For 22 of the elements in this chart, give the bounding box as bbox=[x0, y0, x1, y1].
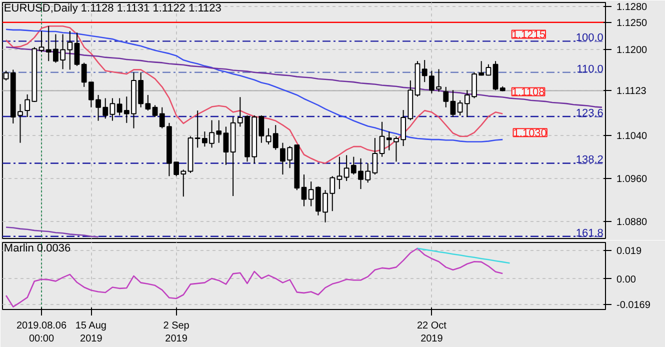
annotation: 110.0 bbox=[576, 63, 604, 76]
chart-title: Marlin 0.0036 bbox=[4, 242, 71, 254]
y-tick-label: 1.1123 bbox=[616, 86, 647, 98]
x-tick-label: 2019.08.06 00:00 bbox=[16, 320, 67, 345]
y-tick-label: 1.0960 bbox=[616, 174, 648, 185]
x-tick-label: 2 Sep 2019 bbox=[163, 320, 190, 345]
y-tick-label: 1.1280 bbox=[616, 2, 648, 13]
chart-title: EURUSD,Daily 1.1128 1.1131 1.1122 1.1123 bbox=[4, 2, 222, 14]
annotation: 138.2 bbox=[576, 154, 604, 166]
annotation: 100.0 bbox=[576, 32, 604, 44]
y-tick-label: 0.019 bbox=[616, 246, 642, 257]
x-tick-label: 22 Oct 2019 bbox=[416, 320, 447, 345]
x-tick-label: 15 Aug 2019 bbox=[75, 320, 106, 345]
annotation: 123.6 bbox=[576, 107, 604, 120]
y-tick-label: 1.1200 bbox=[616, 44, 648, 56]
y-tick-label: 0.00 bbox=[616, 274, 636, 286]
y-tick-label: 1.1040 bbox=[616, 130, 648, 142]
annotation: 1.1215 bbox=[512, 29, 546, 42]
annotation: 161.8 bbox=[576, 227, 604, 240]
y-tick-label: 1.1250 bbox=[616, 18, 648, 29]
y-tick-label: 1.0880 bbox=[616, 216, 648, 228]
y-tick-label: -0.0169 bbox=[616, 300, 651, 311]
